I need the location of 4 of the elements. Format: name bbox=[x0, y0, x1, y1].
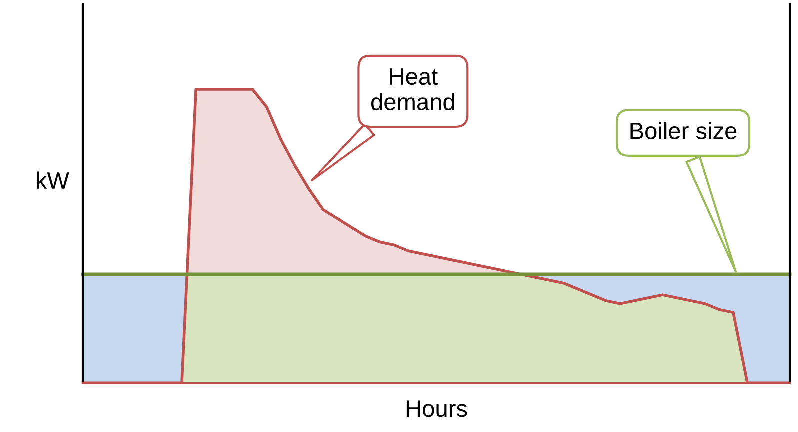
x-axis-title: Hours bbox=[406, 400, 468, 418]
y-axis-title: kW bbox=[36, 172, 70, 189]
annotation: Heat demand bbox=[372, 68, 454, 111]
ref-line-label: Boiler size bbox=[630, 122, 737, 140]
